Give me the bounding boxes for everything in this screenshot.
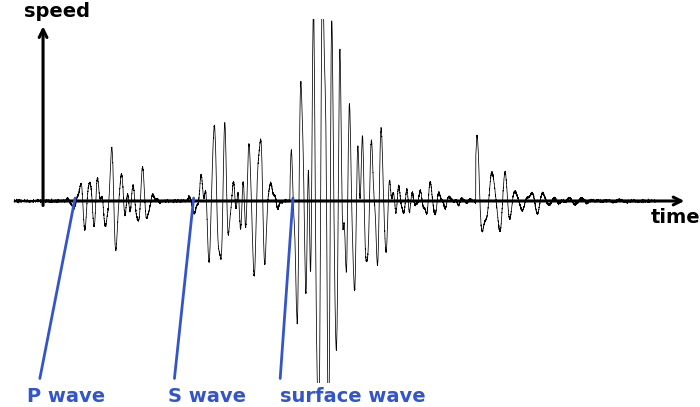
- Text: time: time: [650, 208, 700, 227]
- Text: P wave: P wave: [27, 387, 105, 406]
- Text: S wave: S wave: [168, 387, 246, 406]
- Text: speed: speed: [24, 2, 90, 21]
- Text: surface wave: surface wave: [280, 387, 426, 406]
